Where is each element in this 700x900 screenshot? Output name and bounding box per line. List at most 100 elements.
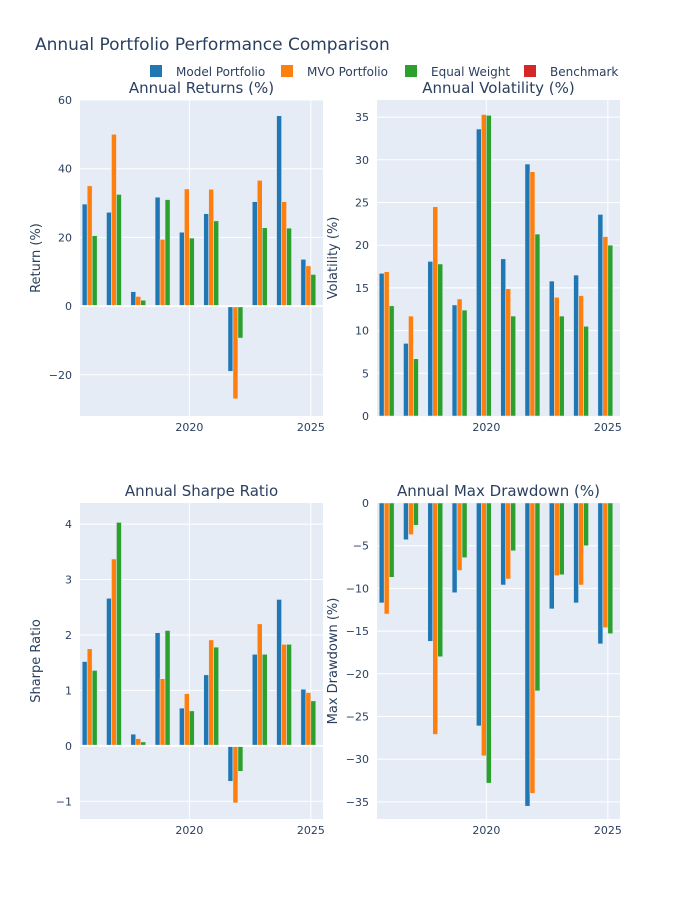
bar-model-portfolio-2023[interactable] <box>252 654 258 747</box>
bar-model-portfolio-2024[interactable] <box>276 599 282 747</box>
bar-equal-weight-2020[interactable] <box>486 502 492 784</box>
bar-mvo-portfolio-2016[interactable] <box>86 185 93 307</box>
bar-model-portfolio-2020[interactable] <box>179 707 185 747</box>
bar-mvo-portfolio-2017[interactable] <box>111 134 117 307</box>
bar-equal-weight-2017[interactable] <box>413 502 419 526</box>
legend-swatch-2[interactable] <box>405 65 417 77</box>
bar-mvo-portfolio-2018[interactable] <box>135 296 141 307</box>
bar-mvo-portfolio-2021[interactable] <box>208 189 214 307</box>
bar-mvo-portfolio-2023[interactable] <box>257 623 263 747</box>
bar-equal-weight-2019[interactable] <box>164 199 171 307</box>
bar-model-portfolio-2020[interactable] <box>476 502 482 727</box>
bar-model-portfolio-2023[interactable] <box>252 201 258 307</box>
bar-equal-weight-2019[interactable] <box>461 309 468 417</box>
bar-mvo-portfolio-2019[interactable] <box>456 298 463 417</box>
bar-equal-weight-2025[interactable] <box>607 244 614 417</box>
bar-model-portfolio-2017[interactable] <box>403 502 409 540</box>
bar-model-portfolio-2021[interactable] <box>500 258 506 417</box>
bar-mvo-portfolio-2024[interactable] <box>281 201 287 307</box>
bar-mvo-portfolio-2023[interactable] <box>554 502 560 576</box>
bar-mvo-portfolio-2022[interactable] <box>529 171 536 417</box>
bar-equal-weight-2016[interactable] <box>91 670 98 747</box>
bar-equal-weight-2016[interactable] <box>388 305 395 417</box>
bar-mvo-portfolio-2017[interactable] <box>408 502 414 535</box>
bar-equal-weight-2016[interactable] <box>91 235 98 307</box>
bar-equal-weight-2023[interactable] <box>559 315 565 417</box>
bar-mvo-portfolio-2025[interactable] <box>305 265 312 307</box>
bar-mvo-portfolio-2016[interactable] <box>383 502 390 615</box>
bar-model-portfolio-2020[interactable] <box>476 128 482 417</box>
bar-mvo-portfolio-2024[interactable] <box>578 502 584 586</box>
legend-label-3[interactable]: Benchmark <box>550 65 618 79</box>
bar-mvo-portfolio-2018[interactable] <box>432 502 438 735</box>
legend-label-0[interactable]: Model Portfolio <box>176 65 265 79</box>
bar-model-portfolio-2019[interactable] <box>451 304 458 417</box>
bar-equal-weight-2018[interactable] <box>437 502 443 657</box>
bar-mvo-portfolio-2018[interactable] <box>135 738 141 747</box>
bar-equal-weight-2018[interactable] <box>437 263 443 417</box>
bar-mvo-portfolio-2020[interactable] <box>481 114 487 417</box>
bar-mvo-portfolio-2021[interactable] <box>208 639 214 747</box>
bar-model-portfolio-2024[interactable] <box>573 502 579 604</box>
bar-equal-weight-2022[interactable] <box>237 745 244 772</box>
bar-mvo-portfolio-2017[interactable] <box>408 315 414 417</box>
bar-equal-weight-2019[interactable] <box>461 502 468 558</box>
bar-equal-weight-2020[interactable] <box>486 115 492 417</box>
bar-model-portfolio-2016[interactable] <box>378 273 385 417</box>
legend-swatch-3[interactable] <box>524 65 536 77</box>
bar-model-portfolio-2022[interactable] <box>227 745 234 782</box>
bar-mvo-portfolio-2022[interactable] <box>529 502 536 794</box>
bar-mvo-portfolio-2019[interactable] <box>456 502 463 571</box>
bar-model-portfolio-2018[interactable] <box>130 733 137 747</box>
bar-equal-weight-2021[interactable] <box>510 315 516 417</box>
bar-mvo-portfolio-2024[interactable] <box>578 295 584 417</box>
bar-model-portfolio-2023[interactable] <box>549 280 555 417</box>
bar-equal-weight-2016[interactable] <box>388 502 395 578</box>
bar-mvo-portfolio-2021[interactable] <box>505 288 511 417</box>
bar-equal-weight-2023[interactable] <box>559 502 565 575</box>
bar-model-portfolio-2018[interactable] <box>427 261 434 417</box>
bar-model-portfolio-2025[interactable] <box>597 214 604 417</box>
bar-mvo-portfolio-2021[interactable] <box>505 502 511 580</box>
bar-mvo-portfolio-2022[interactable] <box>232 305 239 400</box>
bar-model-portfolio-2018[interactable] <box>130 291 137 307</box>
bar-mvo-portfolio-2020[interactable] <box>184 693 190 747</box>
bar-model-portfolio-2021[interactable] <box>203 213 209 307</box>
bar-equal-weight-2022[interactable] <box>534 502 541 692</box>
bar-equal-weight-2017[interactable] <box>116 194 122 307</box>
bar-equal-weight-2023[interactable] <box>262 654 268 747</box>
bar-equal-weight-2025[interactable] <box>310 700 317 747</box>
bar-model-portfolio-2016[interactable] <box>81 203 88 307</box>
bar-mvo-portfolio-2019[interactable] <box>159 678 166 747</box>
bar-model-portfolio-2024[interactable] <box>276 115 282 307</box>
bar-equal-weight-2019[interactable] <box>164 630 171 747</box>
bar-mvo-portfolio-2025[interactable] <box>602 502 609 628</box>
bar-equal-weight-2022[interactable] <box>534 233 541 417</box>
bar-equal-weight-2017[interactable] <box>413 358 419 417</box>
bar-equal-weight-2024[interactable] <box>583 502 589 546</box>
bar-model-portfolio-2018[interactable] <box>427 502 434 642</box>
bar-mvo-portfolio-2023[interactable] <box>257 180 263 307</box>
legend-swatch-1[interactable] <box>281 65 293 77</box>
legend-swatch-0[interactable] <box>150 65 162 77</box>
bar-model-portfolio-2016[interactable] <box>81 661 88 747</box>
bar-model-portfolio-2019[interactable] <box>451 502 458 593</box>
bar-equal-weight-2025[interactable] <box>310 274 317 307</box>
bar-model-portfolio-2019[interactable] <box>154 632 161 747</box>
bar-model-portfolio-2025[interactable] <box>300 259 307 307</box>
bar-mvo-portfolio-2016[interactable] <box>383 271 390 417</box>
bar-equal-weight-2024[interactable] <box>583 326 589 417</box>
legend-label-1[interactable]: MVO Portfolio <box>307 65 388 79</box>
bar-equal-weight-2022[interactable] <box>237 305 244 339</box>
bar-mvo-portfolio-2020[interactable] <box>184 188 190 307</box>
bar-equal-weight-2024[interactable] <box>286 644 292 747</box>
bar-model-portfolio-2025[interactable] <box>597 502 604 645</box>
bar-equal-weight-2021[interactable] <box>213 220 219 307</box>
bar-mvo-portfolio-2025[interactable] <box>305 692 312 747</box>
bar-equal-weight-2020[interactable] <box>189 237 195 307</box>
bar-model-portfolio-2022[interactable] <box>524 502 531 807</box>
bar-mvo-portfolio-2024[interactable] <box>281 644 287 747</box>
bar-equal-weight-2021[interactable] <box>510 502 516 552</box>
bar-mvo-portfolio-2022[interactable] <box>232 745 239 804</box>
bar-equal-weight-2020[interactable] <box>189 710 195 747</box>
